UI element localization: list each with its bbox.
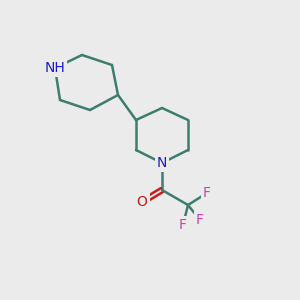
Text: F: F [203, 186, 211, 200]
Text: N: N [157, 156, 167, 170]
Text: F: F [179, 218, 187, 232]
Text: NH: NH [45, 61, 65, 75]
Text: O: O [136, 195, 147, 209]
Text: F: F [196, 213, 204, 227]
